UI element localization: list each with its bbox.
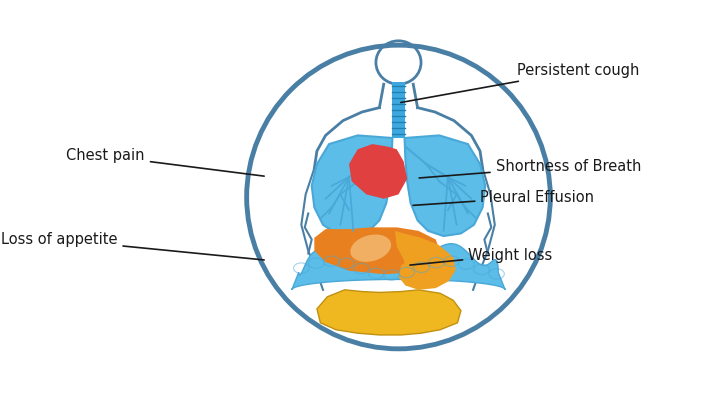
Polygon shape (404, 136, 485, 236)
Polygon shape (349, 144, 407, 199)
Ellipse shape (350, 234, 391, 262)
Text: Pleural Effusion: Pleural Effusion (413, 190, 594, 205)
Polygon shape (392, 82, 406, 138)
Text: Loss of appetite: Loss of appetite (1, 232, 264, 260)
Text: Persistent cough: Persistent cough (401, 63, 639, 102)
Polygon shape (314, 227, 440, 274)
Text: Weight loss: Weight loss (410, 247, 553, 265)
Text: Shortness of Breath: Shortness of Breath (419, 159, 641, 178)
Polygon shape (292, 240, 505, 290)
Text: Chest pain: Chest pain (66, 149, 264, 176)
Polygon shape (395, 231, 456, 290)
Polygon shape (317, 290, 461, 335)
Polygon shape (311, 136, 392, 236)
